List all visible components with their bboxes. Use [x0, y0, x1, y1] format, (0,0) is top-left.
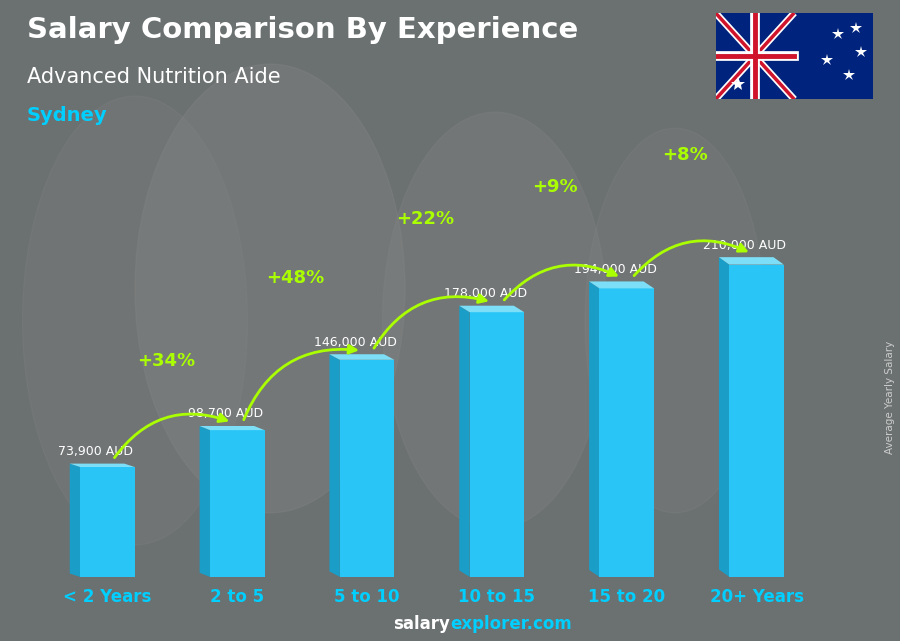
Text: 98,700 AUD: 98,700 AUD: [188, 408, 263, 420]
Text: Salary Comparison By Experience: Salary Comparison By Experience: [27, 16, 578, 44]
Polygon shape: [729, 265, 784, 577]
Polygon shape: [459, 306, 524, 312]
Text: Advanced Nutrition Aide: Advanced Nutrition Aide: [27, 67, 281, 87]
Polygon shape: [200, 426, 210, 577]
Text: 194,000 AUD: 194,000 AUD: [573, 263, 656, 276]
Polygon shape: [80, 467, 135, 577]
Polygon shape: [329, 354, 394, 360]
Ellipse shape: [382, 112, 608, 529]
Text: +48%: +48%: [266, 269, 325, 287]
Polygon shape: [719, 257, 729, 577]
Text: +9%: +9%: [533, 178, 578, 196]
Polygon shape: [200, 426, 265, 430]
Text: explorer.com: explorer.com: [450, 615, 572, 633]
Polygon shape: [719, 257, 784, 265]
Polygon shape: [459, 306, 470, 577]
Text: Sydney: Sydney: [27, 106, 108, 125]
Polygon shape: [590, 281, 654, 288]
Ellipse shape: [135, 64, 405, 513]
Polygon shape: [599, 288, 654, 577]
Polygon shape: [340, 360, 394, 577]
Ellipse shape: [585, 128, 765, 513]
Text: 210,000 AUD: 210,000 AUD: [704, 238, 787, 252]
Text: 146,000 AUD: 146,000 AUD: [314, 336, 397, 349]
Polygon shape: [210, 430, 265, 577]
Text: +22%: +22%: [396, 210, 454, 228]
Polygon shape: [470, 312, 524, 577]
Polygon shape: [590, 281, 599, 577]
Text: salary: salary: [393, 615, 450, 633]
Polygon shape: [70, 463, 80, 577]
Text: +8%: +8%: [662, 146, 708, 164]
Polygon shape: [329, 354, 340, 577]
Ellipse shape: [22, 96, 248, 545]
Text: Average Yearly Salary: Average Yearly Salary: [885, 341, 895, 454]
Text: +34%: +34%: [137, 352, 195, 370]
Text: 178,000 AUD: 178,000 AUD: [444, 287, 526, 300]
Polygon shape: [70, 463, 135, 467]
Text: 73,900 AUD: 73,900 AUD: [58, 445, 133, 458]
